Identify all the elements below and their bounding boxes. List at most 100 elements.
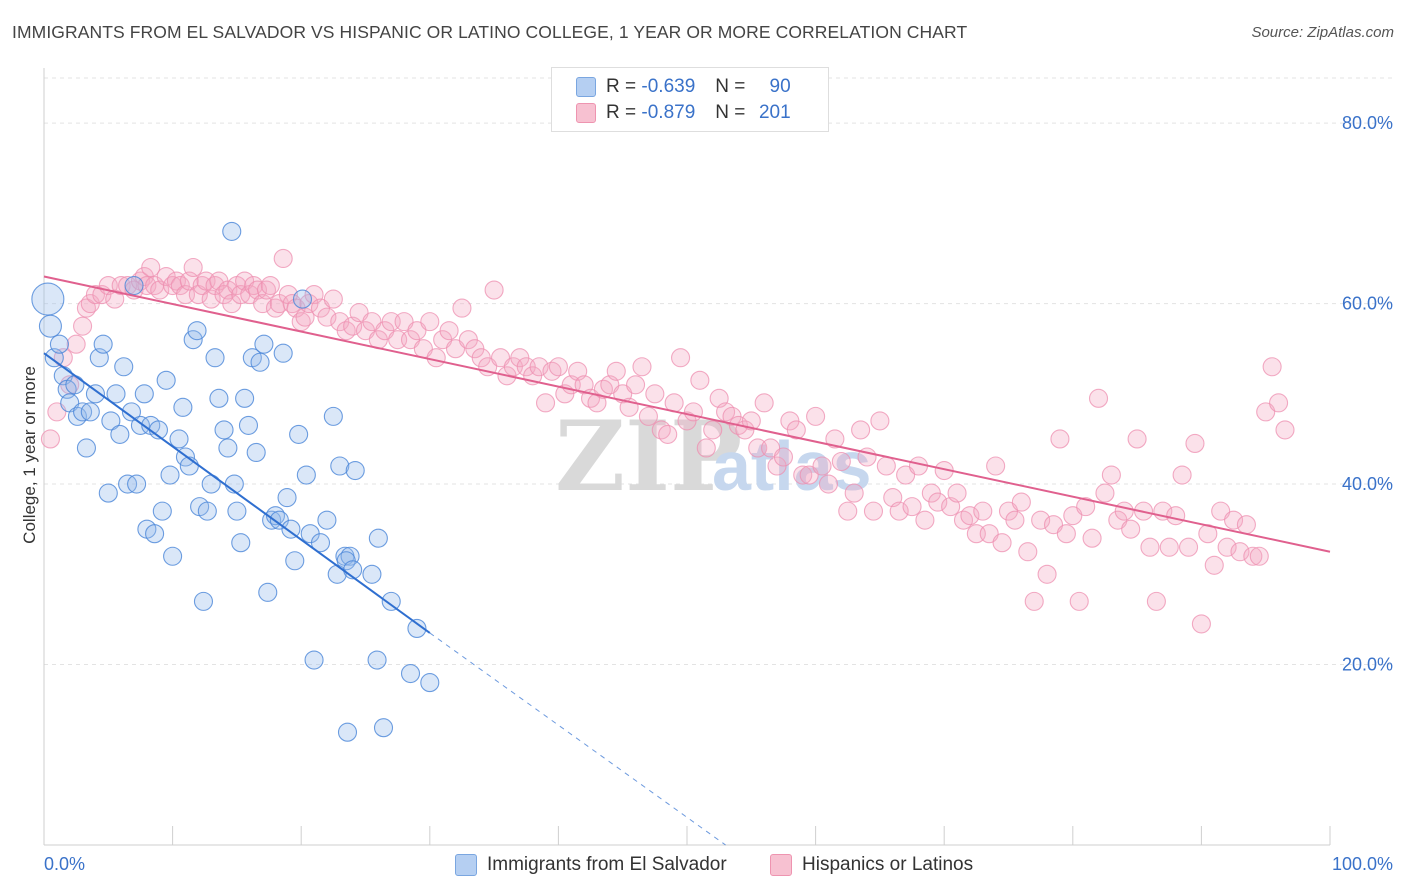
hispanics-point [73,316,93,336]
el-salvador-point [163,546,183,566]
el-salvador-point [289,424,309,444]
hispanics-point [535,393,556,413]
hispanics-point [1140,537,1160,557]
hispanics-point [741,411,761,431]
hispanics-point [1204,555,1224,575]
hispanics-point [1159,537,1179,557]
el-salvador-point [238,415,259,435]
hispanics-point [439,321,459,341]
el-salvador-point [145,524,165,544]
hispanics-point [183,257,203,278]
legend-swatch-pink [770,854,792,876]
hispanics-point [529,357,549,377]
hispanics-point [671,348,691,368]
hispanics-point [1018,542,1038,562]
hispanics-point [1031,510,1051,530]
el-salvador-point [273,343,293,363]
el-salvador-point [373,718,394,738]
hispanics-point [1236,515,1256,535]
y-tick-label: 60.0% [1342,294,1393,314]
hispanics-point [1101,465,1121,485]
hispanics-point [1178,537,1199,557]
hispanics-point [1095,483,1115,503]
el-salvador-point [214,420,234,440]
legend-label-hispanics: Hispanics or Latinos [802,854,974,875]
hispanics-point [1005,510,1025,530]
el-salvador-point [367,650,387,670]
legend-row-hispanics: R = -0.879 N = 201 [576,101,791,125]
el-salvador-point [114,357,134,377]
el-salvador-point [152,501,172,521]
hispanics-point [1224,510,1244,530]
hispanics-point [696,438,716,458]
hispanics-point [992,533,1012,553]
hispanics-point [1146,591,1166,611]
correlation-legend: R = -0.639 N = 90 R = -0.879 N = 201 [551,67,829,132]
el-salvador-point [368,528,388,548]
hispanics-point [632,357,652,377]
hispanics-point [645,384,665,404]
el-salvador-point [93,334,113,354]
gridlines [44,77,1395,666]
el-salvador-point [222,221,242,241]
el-salvador-point [362,564,382,584]
hispanics-point [273,248,293,269]
x-tick-label-max: 100.0% [1332,854,1393,874]
hispanics-point [1127,429,1147,449]
el-salvador-point [330,456,350,476]
el-salvador-point [310,533,331,553]
hispanics-point [851,420,871,440]
hispanics-point [1114,501,1134,521]
hispanics-point [1217,537,1237,557]
r-label: R = [606,102,637,123]
el-salvador-point [73,402,93,422]
el-salvador-point [323,406,343,426]
hispanics-point [658,424,678,444]
hispanics-point [818,474,839,494]
el-salvador-point [31,282,65,316]
hispanics-point [889,501,909,521]
hispanics-point [812,456,832,476]
el-salvador-point [169,429,189,449]
hispanics-point [825,429,845,449]
el-salvador-point [205,348,225,368]
el-salvador-point [381,591,401,611]
hispanics-point [323,289,343,309]
hispanics-point [1172,465,1192,485]
hispanics-point [1185,433,1205,454]
el-salvador-point [76,438,96,458]
hispanics-point [690,370,710,390]
hispanics-point [1056,524,1076,544]
el-salvador-point [209,388,229,408]
el-salvador-point [246,442,266,463]
hispanics-point [317,307,337,327]
hispanics-point [902,497,922,517]
el-salvador-point [49,334,69,354]
source-credit: Source: ZipAtlas.com [1251,24,1394,41]
legend-row-el-salvador: R = -0.639 N = 90 [576,75,791,99]
el-salvador-point [80,402,100,422]
trend-hispanics [43,275,1331,553]
tick-labels: 20.0% 40.0% 60.0% 80.0% 0.0% 100.0% [44,113,1393,874]
hispanics-point [928,492,948,512]
el-salvador-point [235,388,255,408]
hispanics-point [1262,357,1282,377]
el-salvador-point [156,370,176,390]
hispanics-point [986,456,1006,476]
hispanics-point [452,298,472,318]
legend-swatch-blue [455,854,477,876]
hispanics-point [66,334,86,354]
hispanics-point [1121,519,1141,539]
el-salvador-point [160,465,180,485]
hispanics-point [773,447,794,467]
hispanics-point [420,312,440,332]
hispanics-point [260,275,280,296]
hispanics-point [1166,506,1186,526]
legend-swatch-blue [576,77,596,97]
el-salvador-point [407,618,427,638]
el-salvador-point [121,402,141,422]
hispanics-point [40,429,60,449]
el-salvador-point [250,352,270,372]
hispanics-point [1069,591,1089,611]
el-salvador-point [187,321,207,341]
